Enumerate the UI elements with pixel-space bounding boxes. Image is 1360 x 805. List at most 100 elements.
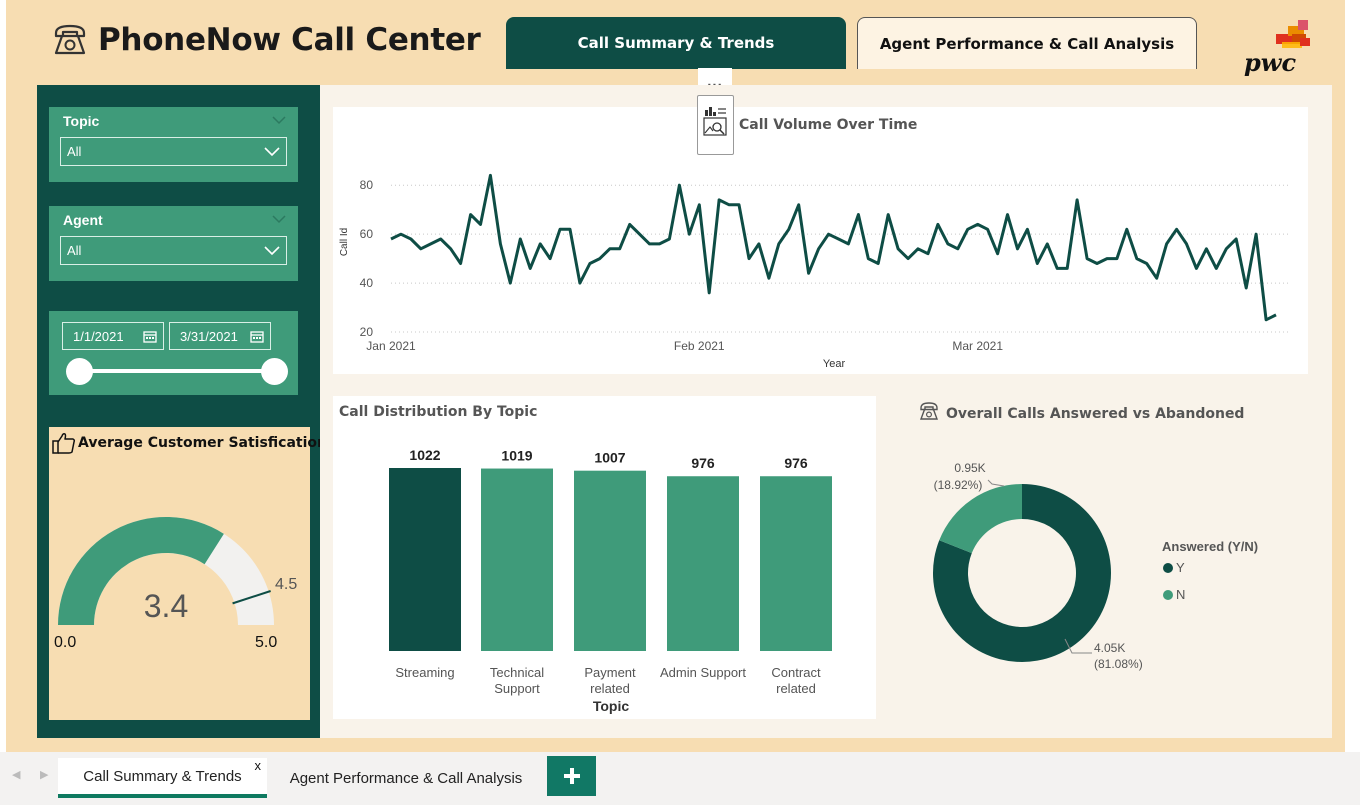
- call-volume-chart: 20 40 60 80 Jan 2021 Feb 2021 Mar 2021 Year Call…: [339, 173, 1288, 370]
- chart-type-icon[interactable]: [697, 95, 734, 155]
- agent-dropdown-value: All: [67, 243, 82, 258]
- donut-slice-y: [933, 484, 1111, 662]
- answered-abandoned-title: Overall Calls Answered vs Abandoned: [946, 406, 1245, 422]
- agent-dropdown[interactable]: All: [60, 236, 287, 265]
- page-tab-agent-performance-label: Agent Performance & Call Analysis: [289, 769, 523, 787]
- topic-bar[interactable]: [574, 470, 646, 651]
- end-date-input[interactable]: 3/31/2021: [169, 322, 271, 350]
- thumbs-up-icon: [52, 433, 76, 454]
- page-title: PhoneNow Call Center: [98, 22, 481, 58]
- x-tick-label: Jan 2021: [366, 339, 416, 353]
- report-page: PhoneNow Call Center Call Summary & Tren…: [6, 0, 1345, 752]
- start-date-input[interactable]: 1/1/2021: [62, 322, 164, 350]
- bar-value-label: 976: [784, 455, 808, 471]
- add-page-button[interactable]: [547, 756, 596, 796]
- pwc-logo-text: pwc: [1244, 48, 1297, 77]
- bar-category-label: Streaming: [395, 665, 454, 680]
- x-tick-label: Feb 2021: [674, 339, 725, 353]
- bar-category-label: Contract: [771, 665, 821, 680]
- chevron-down-icon[interactable]: [272, 115, 286, 125]
- phone-icon: [54, 24, 86, 55]
- bar-value-label: 1022: [409, 447, 440, 463]
- donut-label-n-pct: (18.92%): [934, 478, 983, 492]
- y-tick-label: 60: [360, 227, 374, 241]
- close-tab-icon[interactable]: x: [254, 758, 262, 773]
- calendar-icon[interactable]: [250, 330, 264, 343]
- bar-value-label: 976: [691, 455, 715, 471]
- date-slicer: 1/1/2021 3/31/2021: [49, 311, 298, 395]
- satisfaction-title: Average Customer Satisfication: [78, 435, 327, 451]
- page-tab-call-summary-label: Call Summary & Trends: [83, 767, 242, 785]
- bar-category-label: Admin Support: [660, 665, 746, 680]
- bar-category-label: Payment: [584, 665, 636, 680]
- y-tick-label: 80: [360, 178, 374, 192]
- topic-bar[interactable]: [481, 468, 553, 651]
- end-date-value: 3/31/2021: [180, 328, 238, 344]
- report-header: PhoneNow Call Center: [52, 22, 481, 58]
- agent-slicer: Agent All: [49, 206, 298, 281]
- bar-value-label: 1007: [594, 450, 625, 466]
- bar-category-label: related: [776, 681, 816, 696]
- page-tab-agent-performance[interactable]: Agent Performance & Call Analysis: [276, 758, 536, 798]
- y-tick-label: 40: [360, 276, 374, 290]
- satisfaction-gauge: 3.4 0.0 5.0 4.5: [54, 517, 297, 651]
- x-axis-title: Year: [823, 358, 846, 370]
- x-tick-label: Mar 2021: [952, 339, 1003, 353]
- calendar-icon[interactable]: [143, 330, 157, 343]
- bar-category-label: related: [590, 681, 630, 696]
- donut-label-y-value: 4.05K: [1094, 641, 1125, 655]
- page-tab-call-summary[interactable]: Call Summary & Trends x: [58, 758, 267, 798]
- plus-icon: [563, 768, 580, 784]
- gauge-value-arc: [58, 517, 224, 625]
- gauge-value-label: 3.4: [144, 588, 188, 624]
- label-y-leader: [1064, 638, 1092, 654]
- nav-agent-performance-button[interactable]: Agent Performance & Call Analysis: [857, 17, 1197, 69]
- chevron-down-icon[interactable]: [272, 214, 286, 224]
- donut-label-y-pct: (81.08%): [1094, 657, 1143, 671]
- date-range-end-handle[interactable]: [261, 358, 288, 385]
- start-date-value: 1/1/2021: [73, 328, 124, 344]
- topic-dropdown-value: All: [67, 144, 82, 159]
- topic-bar[interactable]: [389, 468, 461, 651]
- chevron-down-icon: [264, 246, 280, 256]
- agent-slicer-label: Agent: [63, 212, 103, 228]
- call-volume-title: Call Volume Over Time: [739, 117, 918, 133]
- date-range-track[interactable]: [79, 369, 275, 373]
- legend-n-label[interactable]: N: [1176, 587, 1185, 602]
- donut-label-n-value: 0.95K: [954, 461, 985, 475]
- bar-category-label: Technical: [490, 665, 544, 680]
- call-volume-line[interactable]: [390, 173, 1277, 322]
- date-range-start-handle[interactable]: [66, 358, 93, 385]
- bar-x-axis-title: Topic: [593, 698, 630, 714]
- call-volume-card: Call Volume Over Time 20 40 60 80 Jan 2021 Fe…: [333, 95, 1308, 374]
- topic-bar[interactable]: [760, 476, 832, 651]
- satisfaction-card: Average Customer Satisfication 3.4 0.0 5…: [49, 427, 327, 720]
- topic-dropdown[interactable]: All: [60, 137, 287, 166]
- label-n-leader: [987, 479, 1005, 487]
- prev-page-arrow-icon[interactable]: ◀: [12, 769, 21, 781]
- y-tick-label: 20: [360, 325, 374, 339]
- bar-category-label: Support: [494, 681, 540, 696]
- topic-slicer-label: Topic: [63, 113, 100, 129]
- gauge-target-label: 4.5: [275, 576, 297, 593]
- topic-slicer: Topic All: [49, 107, 298, 182]
- donut-legend-title: Answered (Y/N): [1162, 539, 1258, 554]
- pwc-logo: pwc: [1242, 18, 1316, 78]
- bar-value-label: 1019: [501, 448, 532, 464]
- donut-slice-n: [939, 484, 1022, 554]
- page-tab-bar: ◀ ▶ Call Summary & Trends x Agent Perfor…: [0, 752, 1360, 805]
- phone-icon: [919, 402, 939, 420]
- legend-n-marker: [1163, 590, 1173, 600]
- next-page-arrow-icon[interactable]: ▶: [40, 769, 49, 781]
- answered-abandoned-card: Overall Calls Answered vs Abandoned 0.95…: [888, 396, 1308, 719]
- gauge-max-label: 5.0: [255, 634, 277, 651]
- answered-abandoned-chart: 0.95K (18.92%) 4.05K (81.08%) Answered (…: [933, 461, 1258, 671]
- nav-call-summary-button[interactable]: Call Summary & Trends: [506, 17, 846, 69]
- legend-y-marker: [1163, 563, 1173, 573]
- topic-bar[interactable]: [667, 476, 739, 651]
- legend-y-label[interactable]: Y: [1176, 560, 1185, 575]
- chevron-down-icon: [264, 147, 280, 157]
- topic-distribution-card: Call Distribution By Topic 1022 Streaming…: [333, 396, 876, 719]
